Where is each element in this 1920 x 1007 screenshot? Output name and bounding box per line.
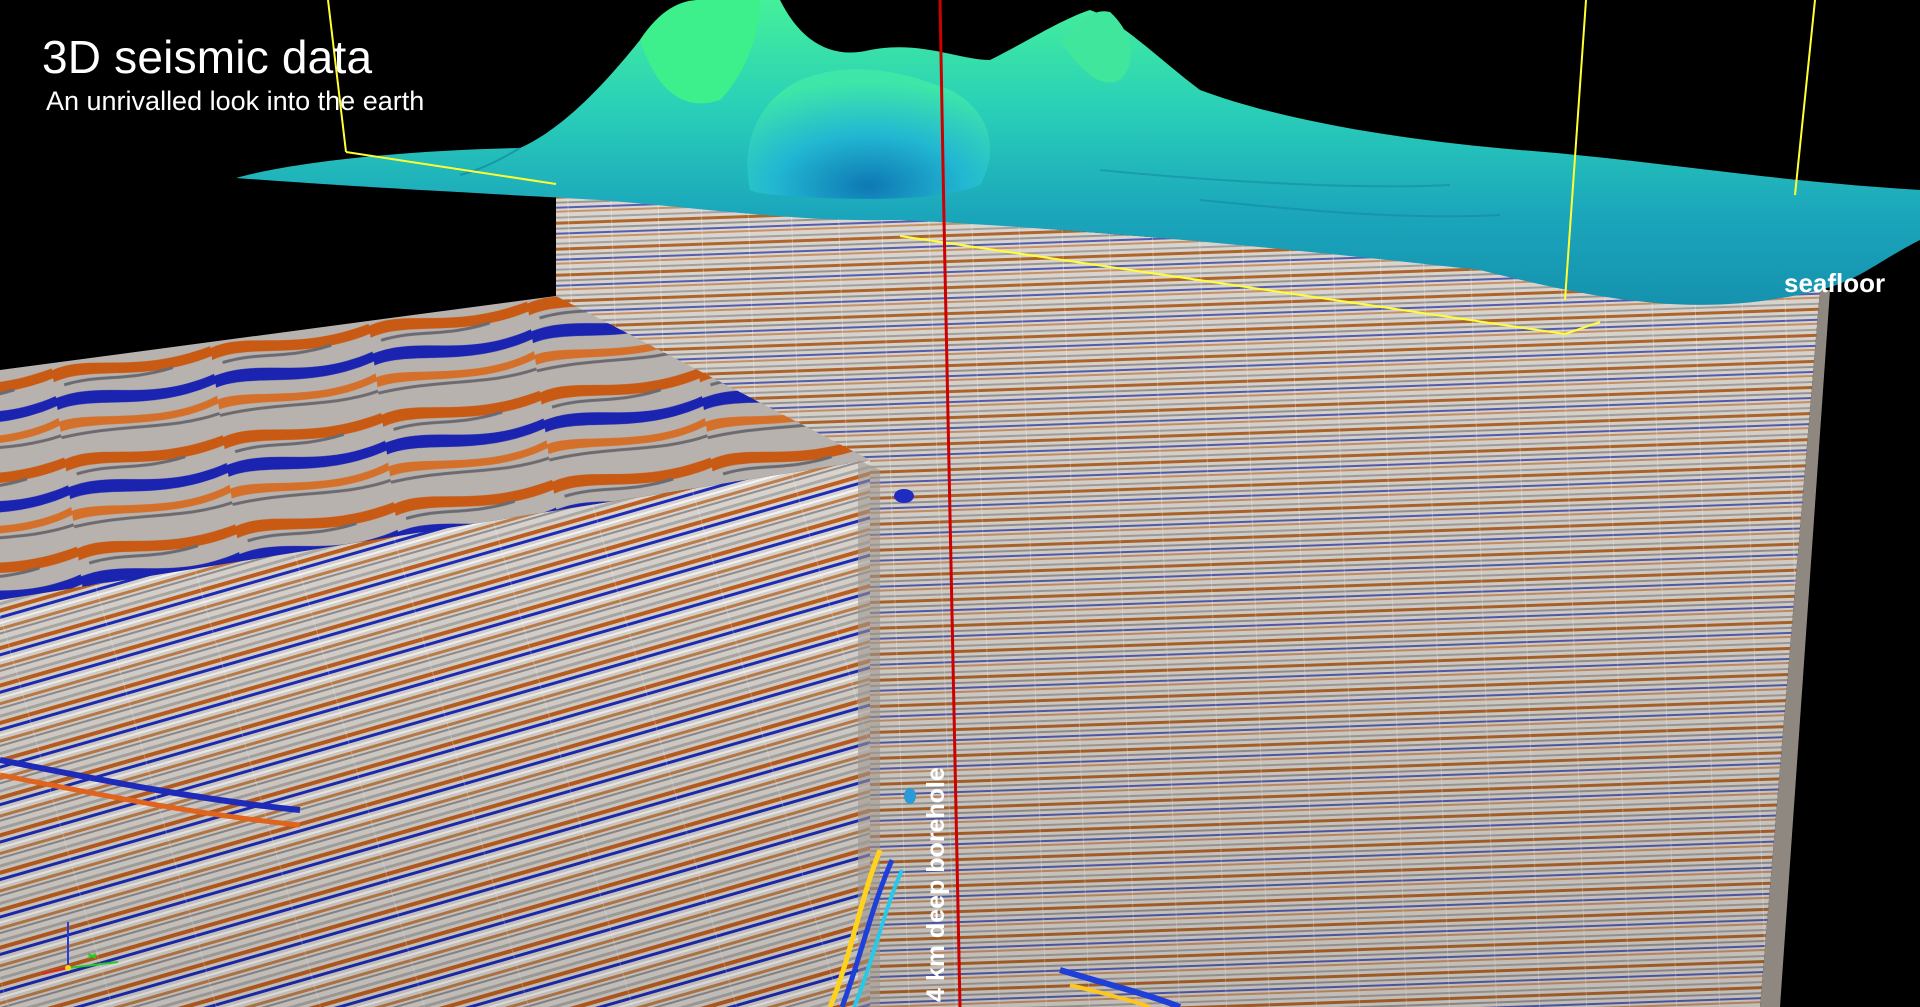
xyz-axis-triad-icon xyxy=(41,922,119,975)
borehole-label: 4 km deep borehole xyxy=(922,767,950,1002)
survey-outline xyxy=(327,0,1816,335)
borehole-line xyxy=(938,0,962,1007)
page-subtitle: An unrivalled look into the earth xyxy=(46,86,425,116)
seafloor-label: seafloor xyxy=(1784,268,1886,298)
page-title: 3D seismic data xyxy=(42,31,373,83)
seismic-time-slice xyxy=(0,296,870,600)
seafloor-surface xyxy=(236,0,1920,305)
seismic-right-face xyxy=(1760,290,1830,1007)
seismic-anomalies xyxy=(0,489,1182,1007)
seismic-left-front-face xyxy=(0,460,870,1007)
